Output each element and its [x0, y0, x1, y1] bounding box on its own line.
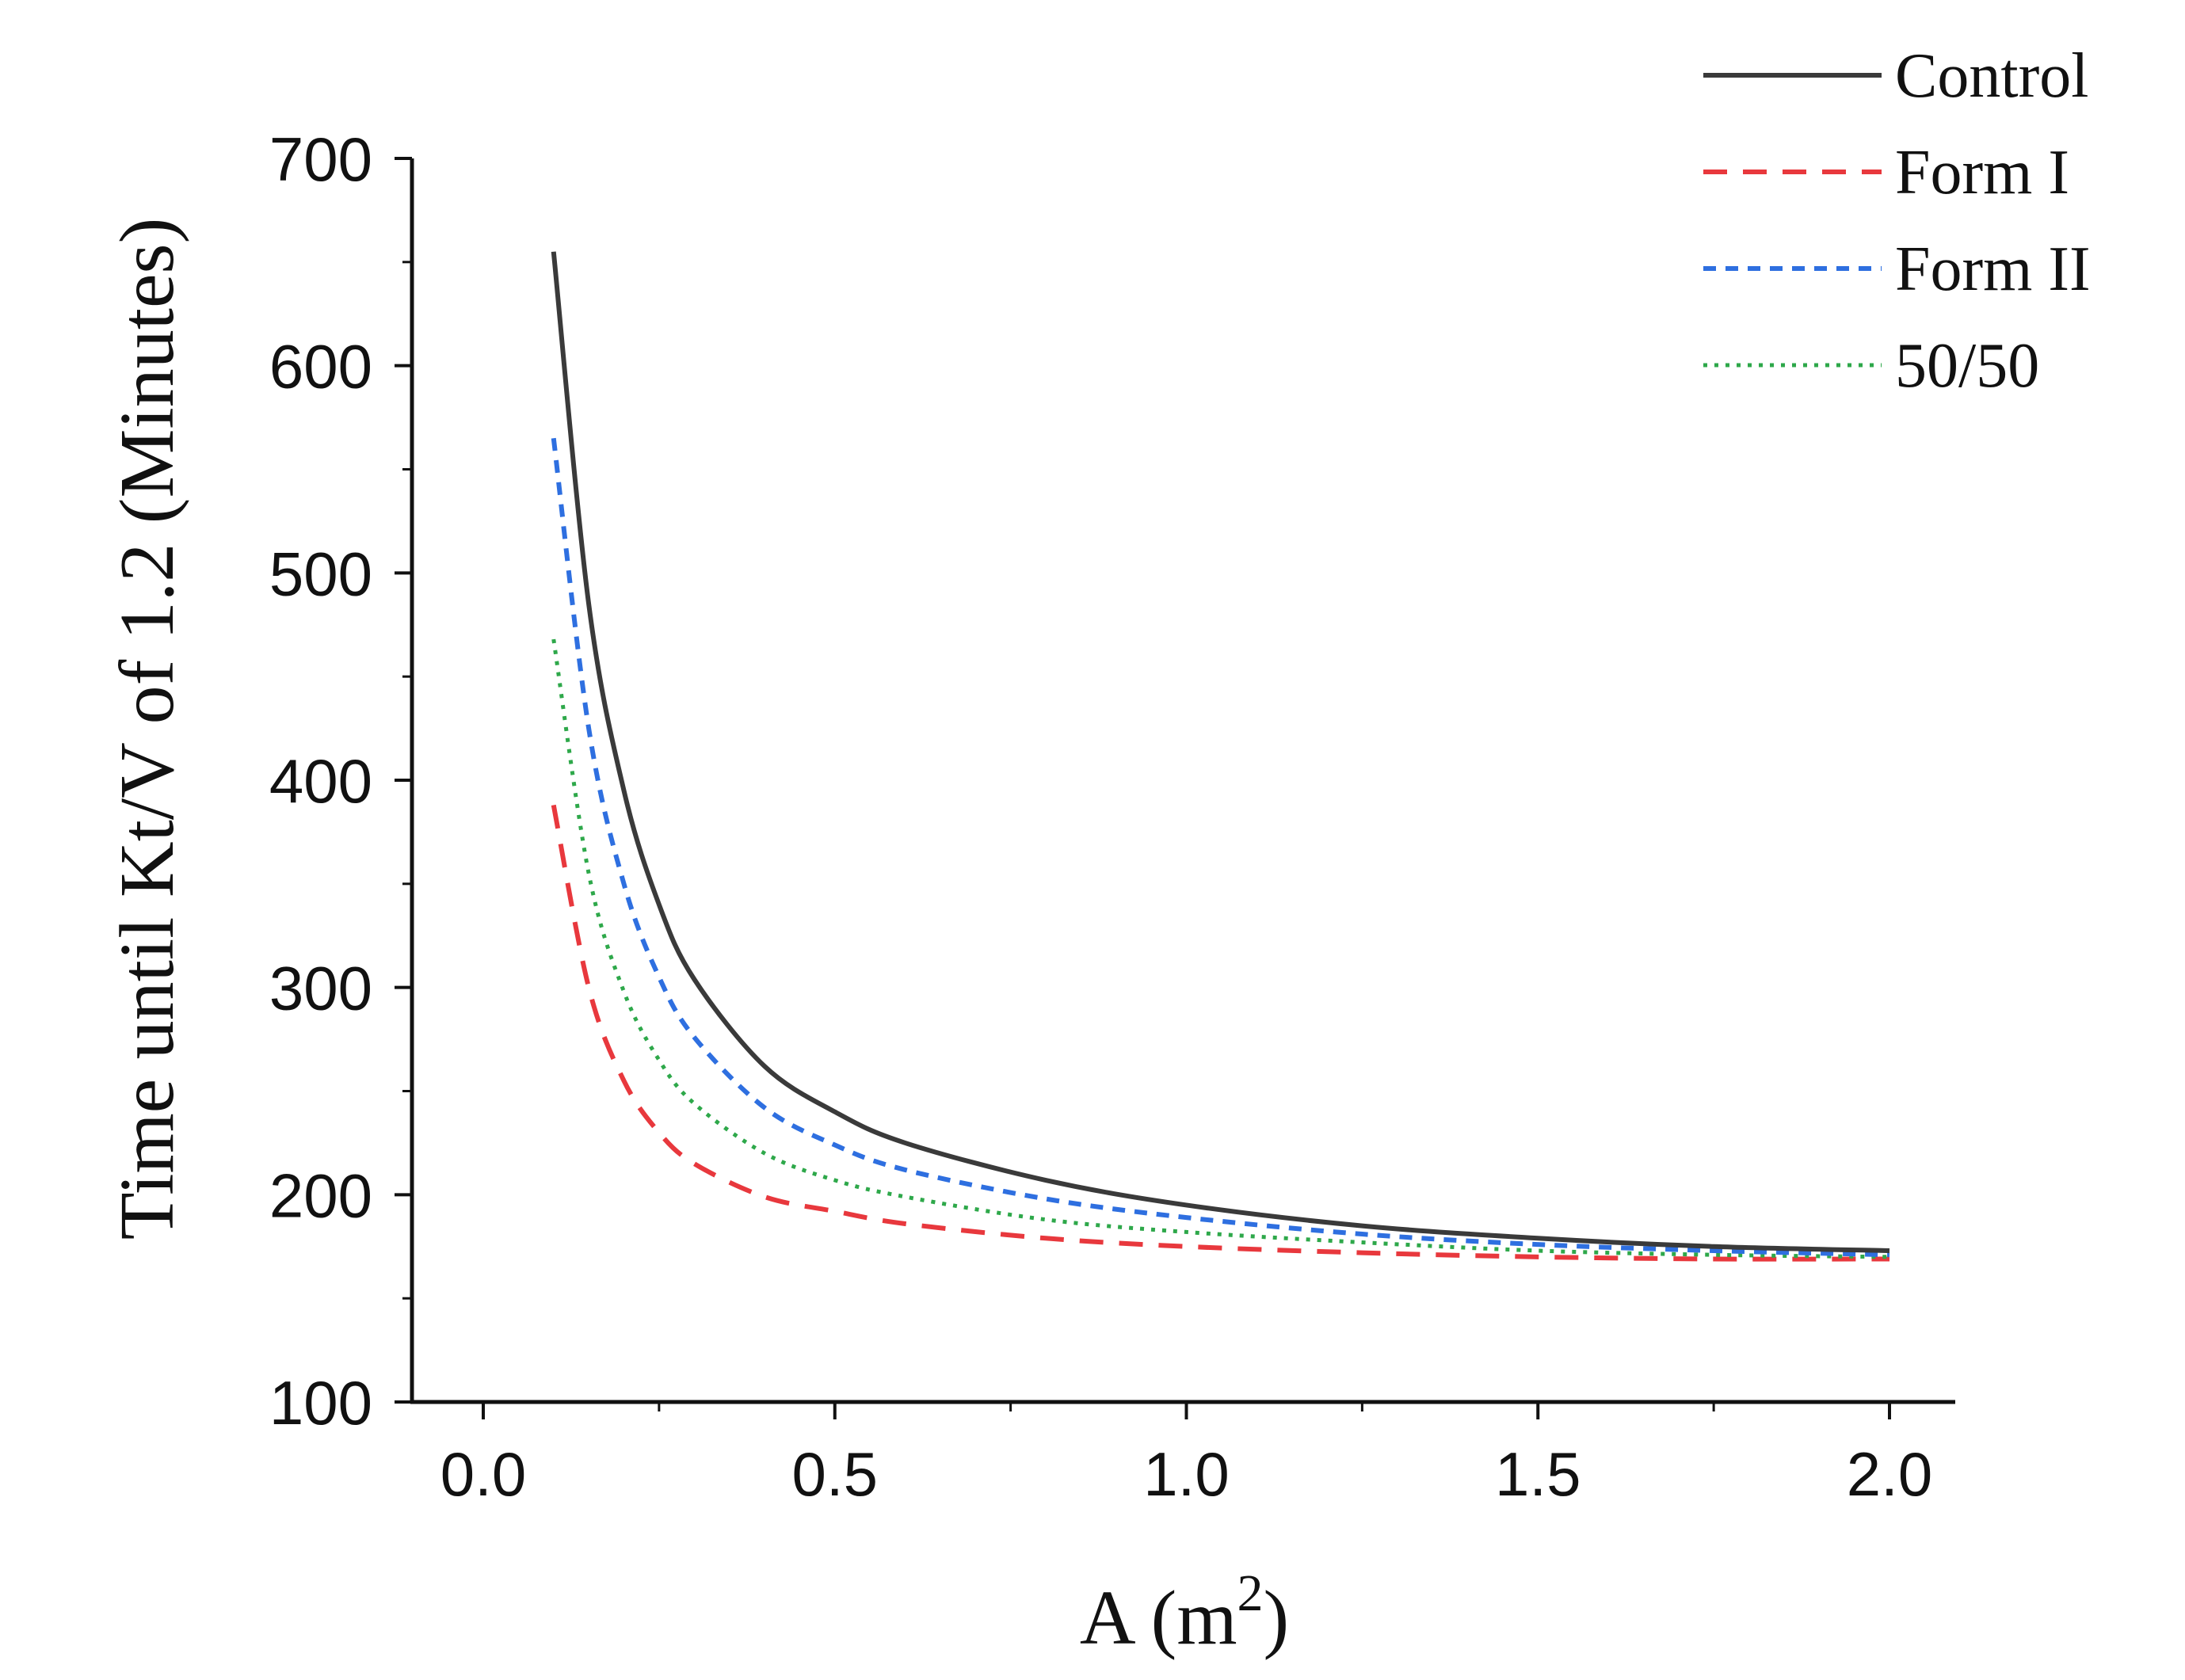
legend-label: 50/50 [1895, 331, 2039, 401]
x-axis-title: A (m2) [1080, 1564, 1289, 1661]
legend-label: Form I [1895, 138, 2069, 208]
x-tick-label: 0.0 [440, 1439, 526, 1509]
x-tick-label: 2.0 [1847, 1439, 1932, 1509]
y-axis-title: Time until Kt/V of 1.2 (Minutes) [105, 218, 190, 1240]
y-tick-label: 400 [269, 746, 372, 816]
series-line-50-50 [551, 638, 1890, 1259]
legend: Control Form I Form II 50/50 [1703, 41, 2091, 401]
y-tick-label: 300 [269, 954, 372, 1023]
x-tick-label: 0.5 [792, 1439, 878, 1509]
x-tick-label: 1.5 [1495, 1439, 1581, 1509]
y-tick-label: 100 [269, 1368, 372, 1438]
legend-label: Form II [1895, 234, 2091, 304]
y-tick-label: 700 [269, 124, 372, 194]
y-tick-label: 200 [269, 1160, 372, 1230]
y-tick-label: 600 [269, 332, 372, 402]
x-tick-label: 1.0 [1143, 1439, 1229, 1509]
y-ticks: 100 200 300 400 500 600 700 [269, 124, 412, 1438]
x-ticks: 0.0 0.5 1.0 1.5 2.0 [440, 1402, 1932, 1509]
y-tick-label: 500 [269, 539, 372, 608]
series-layer [551, 251, 1890, 1262]
legend-label: Control [1895, 41, 2088, 111]
series-line-form-ii [551, 437, 1890, 1258]
series-line-control [551, 251, 1890, 1253]
series-line-form-i [551, 804, 1890, 1262]
